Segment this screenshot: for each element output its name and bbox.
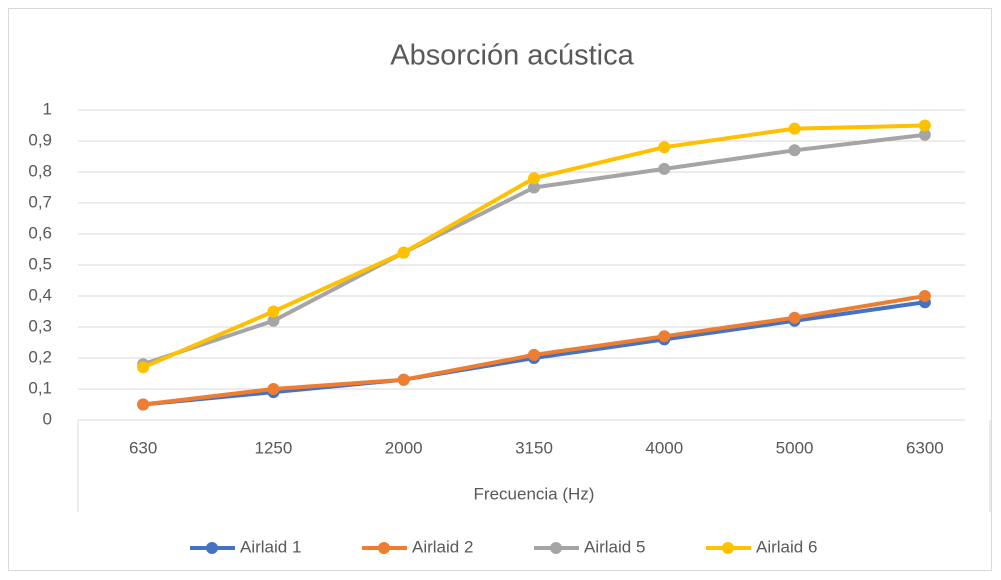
legend-label: Airlaid 6 — [756, 537, 817, 556]
data-point — [658, 141, 671, 154]
x-tick-label: 6300 — [906, 438, 944, 457]
data-point — [658, 162, 671, 175]
legend-marker — [206, 542, 218, 554]
y-tick-label: 0,7 — [28, 192, 52, 211]
data-point — [137, 361, 150, 374]
y-tick-label: 0,6 — [28, 223, 52, 242]
data-point — [267, 314, 280, 327]
x-tick-label: 1250 — [255, 438, 293, 457]
data-point — [137, 398, 150, 411]
y-tick-label: 0,3 — [28, 316, 52, 335]
y-tick-label: 0,4 — [28, 285, 52, 304]
data-point — [397, 373, 410, 386]
legend-marker — [378, 542, 390, 554]
data-point — [658, 330, 671, 343]
data-point — [788, 122, 801, 135]
legend-marker — [722, 542, 734, 554]
data-point — [267, 383, 280, 395]
data-point — [918, 119, 931, 132]
data-point — [528, 172, 540, 185]
legend-label: Airlaid 1 — [240, 537, 301, 556]
chart-title: Absorción acústica — [390, 40, 634, 72]
data-point — [528, 181, 540, 194]
y-tick-label: 0,8 — [28, 161, 52, 180]
y-tick-label: 0 — [43, 409, 52, 428]
data-point — [267, 305, 280, 318]
y-tick-label: 0,9 — [28, 130, 52, 149]
y-tick-label: 1 — [43, 99, 52, 118]
data-point — [528, 348, 540, 361]
data-point — [918, 290, 931, 302]
y-tick-label: 0,2 — [28, 347, 52, 366]
chart-border — [8, 8, 992, 571]
y-tick-label: 0,1 — [28, 378, 52, 397]
x-tick-label: 3150 — [515, 438, 553, 457]
x-tick-label: 2000 — [385, 438, 423, 457]
data-point — [918, 128, 931, 141]
data-point — [788, 311, 801, 324]
x-tick-label: 4000 — [645, 438, 683, 457]
x-axis-title: Frecuencia (Hz) — [474, 484, 595, 503]
data-point — [397, 246, 410, 259]
data-point — [788, 144, 801, 157]
x-tick-label: 5000 — [776, 438, 814, 457]
legend-label: Airlaid 5 — [584, 537, 645, 556]
legend-marker — [550, 542, 562, 554]
y-tick-label: 0,5 — [28, 254, 52, 273]
x-tick-label: 630 — [129, 438, 157, 457]
legend-label: Airlaid 2 — [412, 537, 473, 556]
